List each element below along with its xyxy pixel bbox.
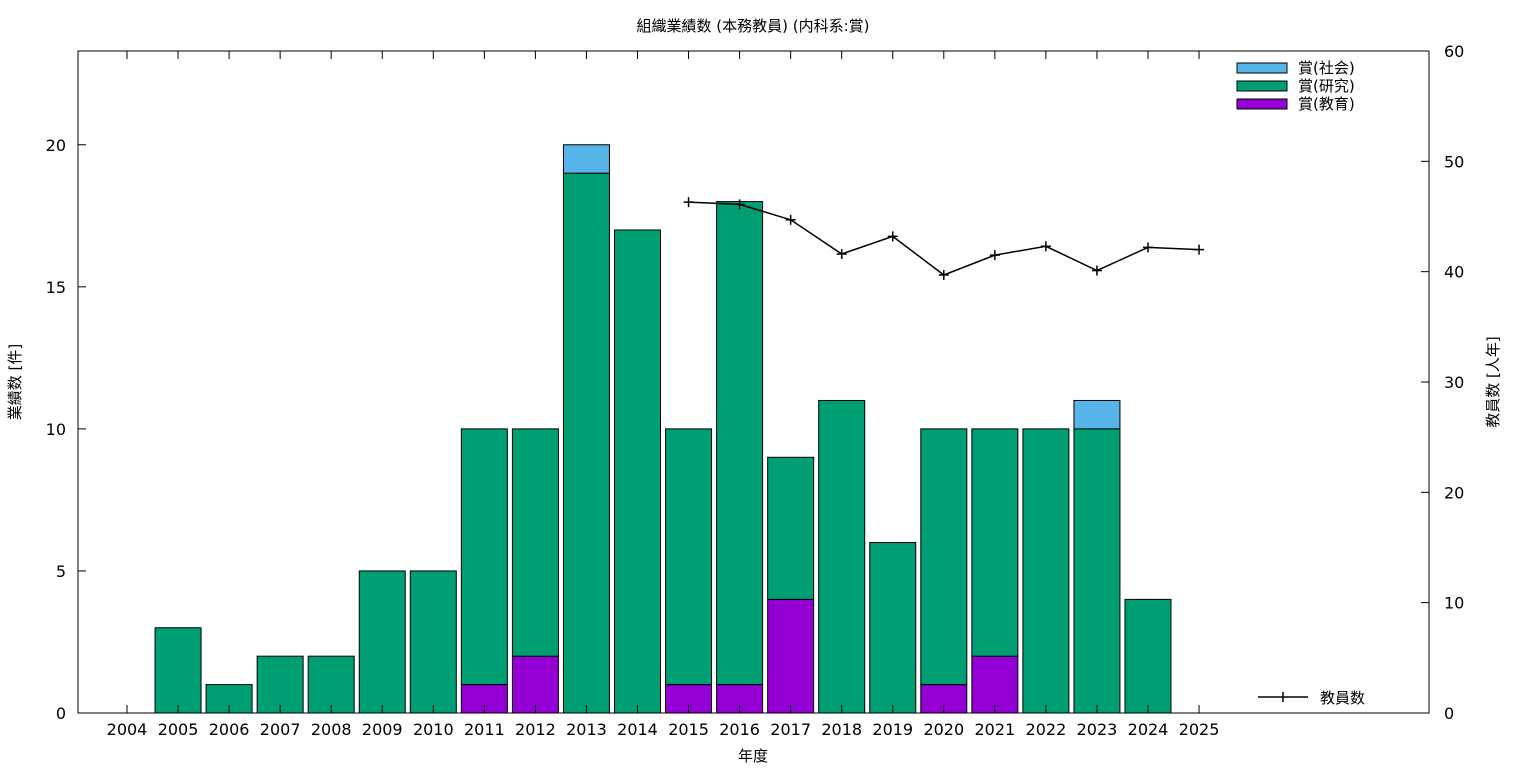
y-tick-label: 15 bbox=[46, 278, 66, 297]
bar-2010-series-1 bbox=[409, 570, 457, 714]
bar-2012-series-0 bbox=[511, 655, 559, 714]
bar-2015-series-1 bbox=[665, 428, 713, 686]
x-tick-label: 2021 bbox=[974, 720, 1015, 739]
y2-tick-label: 0 bbox=[1444, 704, 1454, 723]
y-tick-label: 20 bbox=[46, 136, 66, 155]
legend-label: 賞(社会) bbox=[1298, 59, 1355, 77]
x-tick-label: 2016 bbox=[719, 720, 760, 739]
y2-axis-label: 教員数 [人年] bbox=[1484, 336, 1502, 427]
x-tick-label: 2024 bbox=[1128, 720, 1169, 739]
x-tick-label: 2009 bbox=[362, 720, 403, 739]
line-point bbox=[1091, 265, 1102, 276]
bar-2019-series-1 bbox=[869, 542, 917, 714]
bar-2020-series-1 bbox=[920, 428, 968, 686]
x-tick-label: 2011 bbox=[464, 720, 505, 739]
bar-2007-series-1 bbox=[256, 655, 304, 714]
x-tick-label: 2013 bbox=[566, 720, 607, 739]
line-point bbox=[785, 214, 796, 225]
line-point bbox=[989, 250, 1000, 261]
y-tick-label: 5 bbox=[56, 562, 66, 581]
x-axis-label: 年度 bbox=[738, 747, 768, 765]
y-tick-label: 10 bbox=[46, 420, 66, 439]
x-tick-label: 2010 bbox=[413, 720, 454, 739]
bar-2018-series-1 bbox=[818, 399, 866, 714]
bar-2005-series-1 bbox=[154, 627, 202, 714]
legend-label-line: 教員数 bbox=[1320, 689, 1365, 707]
line-series bbox=[683, 197, 1205, 280]
x-tick-label: 2007 bbox=[260, 720, 301, 739]
y2-tick-label: 60 bbox=[1444, 42, 1464, 61]
y-tick-label: 0 bbox=[56, 704, 66, 723]
bar-2009-series-1 bbox=[358, 570, 406, 714]
bar-2021-series-1 bbox=[971, 428, 1019, 657]
bars bbox=[154, 144, 1172, 714]
y-axis-label: 業績数 [件] bbox=[6, 344, 24, 420]
x-tick-label: 2008 bbox=[311, 720, 352, 739]
bar-2022-series-1 bbox=[1022, 428, 1070, 714]
x-tick-label: 2012 bbox=[515, 720, 556, 739]
bar-2021-series-0 bbox=[971, 655, 1019, 714]
bar-2013-series-2 bbox=[562, 144, 610, 174]
line-point bbox=[836, 249, 847, 260]
line-point bbox=[1194, 244, 1205, 255]
line-point bbox=[938, 269, 949, 280]
axes: 2004 2005 2006 2007 2008 2009 2010 2011 2012 2013… bbox=[46, 42, 1465, 739]
x-tick-label: 2004 bbox=[107, 720, 148, 739]
line-teachers bbox=[688, 201, 1200, 276]
bar-2008-series-1 bbox=[307, 655, 355, 714]
y2-tick-label: 10 bbox=[1444, 594, 1464, 613]
line-point bbox=[683, 197, 694, 208]
bar-2013-series-1 bbox=[562, 172, 610, 714]
legend-swatch bbox=[1236, 98, 1288, 110]
bar-2016-series-1 bbox=[716, 201, 764, 686]
x-tick-label: 2025 bbox=[1179, 720, 1220, 739]
y2-tick-label: 50 bbox=[1444, 152, 1464, 171]
chart-title: 組織業績数 (本務教員) (内科系:賞) bbox=[637, 17, 870, 35]
bar-2023-series-1 bbox=[1073, 428, 1121, 714]
bar-2024-series-1 bbox=[1124, 598, 1172, 714]
line-point bbox=[1143, 242, 1153, 253]
x-tick-label: 2015 bbox=[668, 720, 709, 739]
bar-2012-series-1 bbox=[511, 428, 559, 657]
legend: 賞(社会)賞(研究)賞(教育) 教員数 bbox=[1236, 59, 1365, 707]
x-tick-label: 2019 bbox=[872, 720, 913, 739]
line-point bbox=[1040, 241, 1051, 252]
bar-2023-series-2 bbox=[1073, 399, 1121, 430]
bar-2014-series-1 bbox=[614, 229, 661, 714]
legend-swatch bbox=[1236, 80, 1288, 92]
y2-tick-label: 30 bbox=[1444, 373, 1464, 392]
y2-tick-label: 40 bbox=[1444, 263, 1464, 282]
x-tick-label: 2018 bbox=[821, 720, 862, 739]
y2-tick-label: 20 bbox=[1444, 483, 1464, 502]
x-tick-label: 2020 bbox=[923, 720, 964, 739]
x-tick-label: 2023 bbox=[1077, 720, 1118, 739]
x-tick-label: 2017 bbox=[770, 720, 811, 739]
line-point bbox=[734, 199, 745, 210]
bar-2017-series-0 bbox=[767, 598, 815, 714]
legend-label: 賞(研究) bbox=[1298, 77, 1355, 95]
legend-swatch bbox=[1236, 62, 1288, 74]
x-tick-label: 2022 bbox=[1026, 720, 1067, 739]
x-tick-label: 2005 bbox=[158, 720, 199, 739]
bar-2017-series-1 bbox=[767, 456, 815, 600]
line-point bbox=[887, 231, 898, 242]
x-tick-label: 2014 bbox=[617, 720, 658, 739]
bar-2011-series-1 bbox=[460, 428, 508, 686]
x-tick-label: 2006 bbox=[209, 720, 250, 739]
legend-label: 賞(教育) bbox=[1298, 95, 1355, 113]
